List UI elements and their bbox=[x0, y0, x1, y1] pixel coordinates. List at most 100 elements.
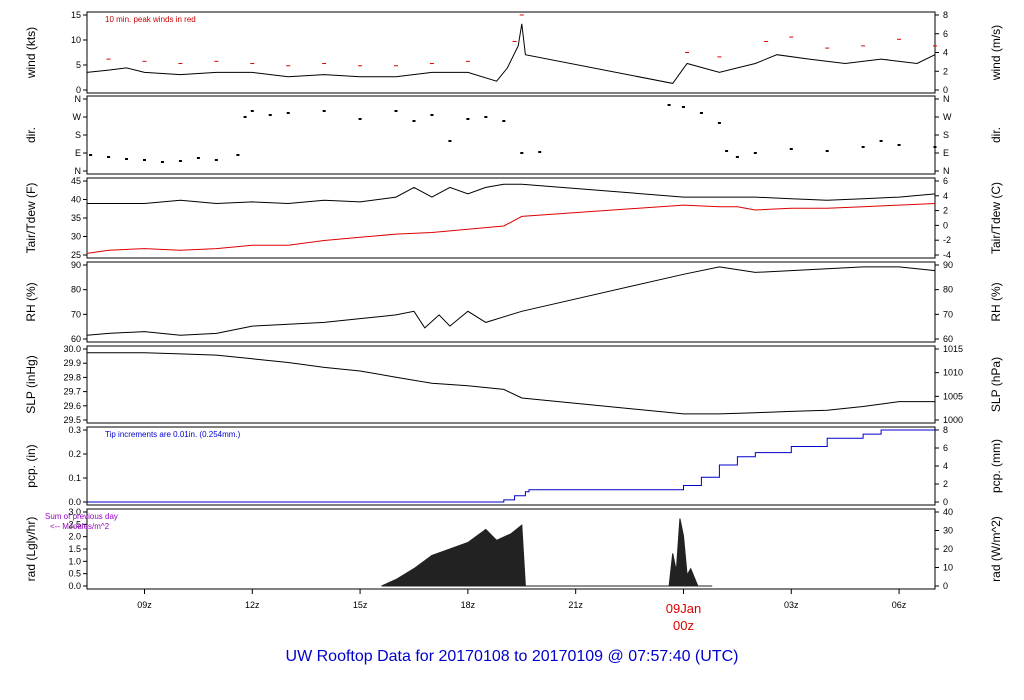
y-tick-label-right: 20 bbox=[943, 544, 953, 554]
dir-point bbox=[681, 106, 685, 108]
y-axis-label-right: rad (W/m^2) bbox=[989, 516, 1003, 582]
x-tick-label: 21z bbox=[568, 600, 583, 610]
panel-note: <-- MJoules/m^2 bbox=[50, 522, 110, 531]
y-axis-label-right: wind (m/s) bbox=[989, 25, 1003, 81]
y-tick-label: E bbox=[75, 148, 81, 158]
dir-point bbox=[322, 110, 326, 112]
y-tick-label-right: 0 bbox=[943, 581, 948, 591]
series-line-wind-0 bbox=[86, 23, 936, 84]
series-line-temp-0 bbox=[87, 183, 936, 205]
y-tick-label-right: 4 bbox=[943, 48, 948, 58]
y-tick-label-right: 0 bbox=[943, 85, 948, 95]
dir-point bbox=[236, 154, 240, 156]
dir-point bbox=[412, 120, 416, 122]
y-tick-label: 0.1 bbox=[68, 473, 81, 483]
y-tick-label: W bbox=[73, 112, 82, 122]
panel-frame bbox=[86, 261, 936, 343]
y-tick-label-right: N bbox=[943, 94, 950, 104]
y-tick-label: 80 bbox=[71, 285, 81, 295]
y-tick-label: 30 bbox=[71, 232, 81, 242]
x-tick-label: 15z bbox=[353, 600, 368, 610]
x-axis: 09z 12z 15z 18z 21z 03z 06z 09Jan 00z bbox=[137, 589, 907, 633]
x-tick-label: 03z bbox=[784, 600, 799, 610]
panel-temp: 25 30 35 40 45 -4 -2 0 2 4 6 Tair/Tdew (F) Tair/Tdew… bbox=[24, 176, 1003, 260]
dir-point bbox=[125, 158, 129, 160]
series-line-temp-1 bbox=[86, 203, 936, 254]
y-tick-label-right: 0 bbox=[943, 497, 948, 507]
y-tick-label-right: 4 bbox=[943, 461, 948, 471]
y-tick-label: 90 bbox=[71, 260, 81, 270]
dir-point bbox=[430, 114, 434, 116]
y-tick-label: 35 bbox=[71, 213, 81, 223]
y-tick-label: 5 bbox=[76, 60, 81, 70]
dir-point bbox=[861, 146, 865, 148]
dir-point bbox=[214, 159, 218, 161]
y-axis-label: dir. bbox=[24, 127, 38, 143]
dir-point bbox=[717, 122, 721, 124]
y-tick-label: 29.8 bbox=[63, 372, 81, 382]
y-tick-label-right: -2 bbox=[943, 235, 951, 245]
dir-point bbox=[250, 110, 254, 112]
y-tick-label: 30.0 bbox=[63, 344, 81, 354]
dir-point bbox=[735, 156, 739, 158]
y-axis-label: Tair/Tdew (F) bbox=[24, 183, 38, 254]
dir-point bbox=[502, 120, 506, 122]
y-tick-label-right: 10 bbox=[943, 563, 953, 573]
dir-point bbox=[699, 112, 703, 114]
y-tick-label: 2.5 bbox=[68, 519, 81, 529]
dir-point bbox=[667, 104, 671, 106]
x-tick-label: 12z bbox=[245, 600, 260, 610]
y-axis-label: pcp. (in) bbox=[24, 444, 38, 487]
y-tick-label-right: 30 bbox=[943, 526, 953, 536]
radiation-area bbox=[381, 518, 713, 587]
y-axis-label-right: dir. bbox=[989, 127, 1003, 143]
y-tick-label-right: 1000 bbox=[943, 415, 963, 425]
y-tick-label-right: S bbox=[943, 130, 949, 140]
y-tick-label-right: 40 bbox=[943, 507, 953, 517]
panel-frame bbox=[86, 177, 936, 259]
dir-point bbox=[466, 118, 470, 120]
x-tick-label: 06z bbox=[892, 600, 907, 610]
dir-point bbox=[89, 154, 93, 156]
panel-slp: 29.5 29.6 29.7 29.8 29.9 30.0 1000 1005 1010 1015… bbox=[24, 344, 1003, 425]
y-axis-label-right: RH (%) bbox=[989, 282, 1003, 321]
y-tick-label: 0.3 bbox=[68, 425, 81, 435]
panel-pcp: 0.0 0.1 0.2 0.3 0 2 4 6 8 pcp. (in) pcp. (mm) Tip i… bbox=[24, 425, 1003, 507]
dir-point bbox=[142, 159, 146, 161]
panel-rad: 0.0 0.5 1.0 1.5 2.0 2.5 3.0 0 10 20 30 40 rad (Lgly/… bbox=[24, 507, 1003, 591]
dir-point bbox=[358, 118, 362, 120]
y-axis-label-right: pcp. (mm) bbox=[989, 439, 1003, 493]
y-tick-label: 60 bbox=[71, 334, 81, 344]
chart-title: UW Rooftop Data for 20170108 to 20170109… bbox=[285, 648, 739, 665]
panel-note: Sum of previous day bbox=[45, 512, 118, 521]
panel-rh: 60 70 80 90 60 70 80 90 RH (%) RH (%) bbox=[24, 260, 1003, 344]
y-tick-label: 29.6 bbox=[63, 401, 81, 411]
dir-point bbox=[107, 156, 111, 158]
y-tick-label: 2.0 bbox=[68, 532, 81, 542]
panel-frame bbox=[86, 95, 936, 175]
day-label-date: 09Jan bbox=[666, 601, 701, 616]
y-tick-label-right: 4 bbox=[943, 191, 948, 201]
series-line-slp-0 bbox=[87, 352, 935, 415]
y-tick-label: 0.2 bbox=[68, 449, 81, 459]
y-tick-label: N bbox=[75, 166, 82, 176]
y-tick-label: 0.0 bbox=[68, 497, 81, 507]
y-tick-label-right: 8 bbox=[943, 10, 948, 20]
x-tick-label: 18z bbox=[461, 600, 476, 610]
y-tick-label: 15 bbox=[71, 10, 81, 20]
y-tick-label-right: 2 bbox=[943, 66, 948, 76]
y-tick-label: 1.5 bbox=[68, 544, 81, 554]
dir-point bbox=[243, 116, 247, 118]
dir-point bbox=[789, 148, 793, 150]
y-tick-label: 0.5 bbox=[68, 569, 81, 579]
dir-point bbox=[286, 112, 290, 114]
y-tick-label-right: 70 bbox=[943, 309, 953, 319]
panel-frame bbox=[86, 11, 936, 94]
dir-point bbox=[725, 150, 729, 152]
dir-point bbox=[484, 116, 488, 118]
dir-point bbox=[196, 157, 200, 159]
y-tick-label-right: 1005 bbox=[943, 391, 963, 401]
y-tick-label: 25 bbox=[71, 250, 81, 260]
y-tick-label-right: N bbox=[943, 166, 950, 176]
